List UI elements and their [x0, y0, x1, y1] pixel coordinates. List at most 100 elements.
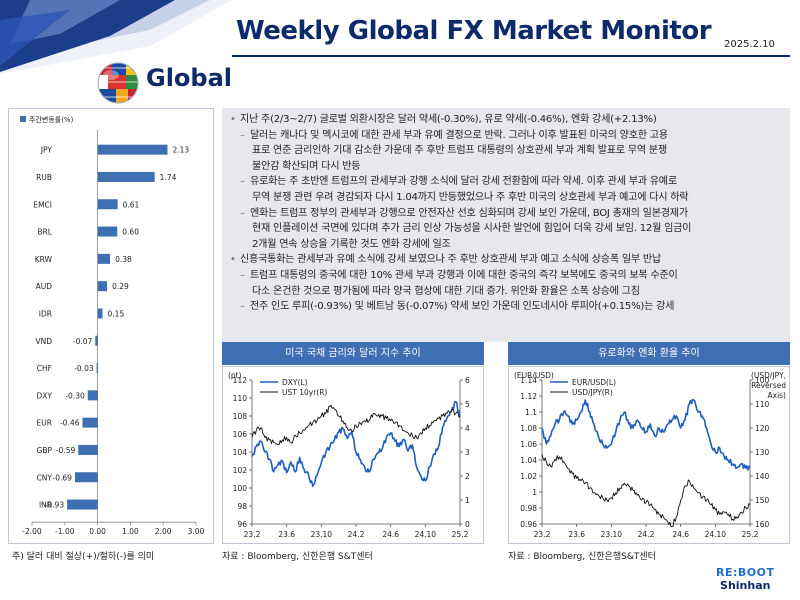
bar [95, 335, 98, 346]
commentary-text: 다소 온건한 것으로 평가됨에 따라 양국 협상에 대한 기대 증가. 위안화 … [252, 285, 640, 297]
commentary-text: 지난 주(2/3~2/7) 글로벌 외환시장은 달러 약세(-0.30%), 유… [240, 114, 657, 125]
commentary-line: – 트럼프 대통령의 중국에 대한 10% 관세 부과 강행과 이에 대한 중국의… [228, 268, 784, 284]
commentary-line: – 엔화는 트럼프 정부의 관세부과 강행으로 안전자산 선호 심화되며 강세 보… [228, 206, 784, 222]
commentary-text: 유로화는 주 초반엔 트럼프의 관세부과 강행 소식에 달러 강세 전환함에 따… [250, 176, 677, 188]
right-axis-unit-label: Reversed [751, 381, 786, 390]
category-label: JPY [40, 146, 53, 155]
x-tick-label: 24.10 [705, 530, 727, 539]
right-tick-label: 6 [465, 376, 470, 385]
commentary-text: 전주 인도 루피(-0.93%) 및 베트남 동(-0.07%) 약세 보인 가… [250, 301, 675, 313]
right-tick-label: 3 [465, 448, 470, 457]
right-tick-label: 4 [465, 424, 470, 433]
x-tick-label: 24.6 [672, 530, 689, 539]
left-tick-label: 1.12 [520, 392, 537, 401]
left-tick-label: 98 [237, 502, 247, 511]
bar [78, 444, 98, 455]
eur-jpy-chart-title: 유로화와 엔화 환율 추이 [508, 342, 790, 365]
right-tick-label: 120 [755, 424, 770, 433]
left-tick-label: 100 [233, 484, 248, 493]
eur-jpy-source: 자료 : Bloomberg, 신한은행S&T센터 [508, 552, 656, 562]
commentary-text: 무역 분쟁 관련 우려 경감되자 다시 1.04까지 반등했었으나 주 후반 미… [252, 191, 689, 203]
ust-dxy-source: 자료 : Bloomberg, 신한은행 S&T센터 [222, 552, 373, 562]
legend-label: 주간변동률(%) [29, 115, 74, 124]
page-title: Weekly Global FX Market Monitor [236, 16, 712, 46]
dash-marker: – [240, 269, 245, 281]
dash-marker: – [240, 176, 245, 188]
left-tick-label: 104 [233, 448, 248, 457]
report-date: 2025.2.10 [724, 39, 775, 50]
x-tick-label: 25.2 [742, 530, 759, 539]
commentary-line: 무역 분쟁 관련 우려 경감되자 다시 1.04까지 반등했었으나 주 후반 미… [228, 190, 784, 206]
bar [82, 417, 98, 428]
bar [96, 363, 98, 374]
left-tick-label: 1.14 [520, 376, 537, 385]
category-label: CHF [37, 364, 52, 373]
series-line-right [251, 404, 461, 446]
legend-swatch [20, 116, 26, 122]
x-tick-label: 23.10 [311, 530, 333, 539]
bar-value-label: -0.46 [60, 419, 80, 428]
x-tick-label: 0.00 [89, 527, 106, 536]
bullet-marker: • [230, 254, 236, 266]
bar [67, 499, 98, 510]
bar-value-label: 0.29 [112, 282, 129, 291]
commentary-line: • 신흥국통화는 관세부과 유예 소식에 강세 보였으나 주 후반 상호관세 부과… [228, 252, 784, 268]
commentary-text: 불안감 확산되며 다시 반등 [252, 160, 361, 172]
x-tick-label: 3.00 [188, 527, 205, 536]
category-label: VND [35, 337, 52, 346]
bar-value-label: 1.74 [160, 173, 177, 182]
commentary-line: – 달러는 캐나다 및 멕시코에 대한 관세 부과 유예 결정으로 반락. 그러나… [228, 128, 784, 144]
eur-jpy-line-chart: 0.96 0.98 1 1.02 1.04 1.06 1.08 1.1 1.12 1.14 100 1… [508, 366, 790, 544]
x-tick-label: 2.00 [155, 527, 172, 536]
commentary-line: – 전주 인도 루피(-0.93%) 및 베트남 동(-0.07%) 약세 보인 … [228, 299, 784, 315]
legend-label: USD/JPY(R) [572, 388, 613, 397]
category-label: INR [39, 501, 52, 510]
commentary-line: 다소 온건한 것으로 평가됨에 따라 양국 협상에 대한 기대 증가. 위안화 … [228, 284, 784, 300]
commentary-text: 신흥국통화는 관세부과 유예 소식에 강세 보였으나 주 후반 상호관세 부과 … [240, 254, 661, 266]
x-tick-label: -2.00 [22, 527, 42, 536]
commentary-line: 현재 인플레이션 국면에 있다며 추가 금리 인상 가능성을 시사한 발언에 힘… [228, 221, 784, 237]
left-tick-label: 1.1 [525, 408, 537, 417]
commentary-text: 표로 연준 금리인하 기대 감소한 가운데 주 후반 트럼프 대통령의 상호관세… [252, 145, 667, 157]
x-tick-label: 24.2 [348, 530, 365, 539]
category-label: BRL [37, 228, 52, 237]
chart-frame [222, 366, 484, 544]
legend-label: DXY(L) [282, 378, 308, 387]
commentary-line: 표로 연준 금리인하 기대 감소한 가운데 주 후반 트럼프 대통령의 상호관세… [228, 143, 784, 159]
left-axis-unit-label: (pt) [228, 371, 242, 380]
header-divider [232, 55, 790, 57]
dash-marker: – [240, 207, 245, 219]
bar-value-label: 0.60 [122, 228, 139, 237]
category-label: IDR [39, 309, 52, 318]
left-tick-label: 1.08 [520, 424, 537, 433]
bar-value-label: -0.69 [53, 473, 73, 482]
right-tick-label: 160 [755, 520, 770, 529]
bar [97, 144, 168, 155]
right-axis-unit-label: Axis) [768, 391, 787, 400]
x-tick-label: 24.2 [638, 530, 655, 539]
bar [97, 171, 155, 182]
left-tick-label: 106 [233, 430, 248, 439]
x-tick-label: 23.2 [534, 530, 551, 539]
bar [97, 281, 108, 292]
category-label: AUD [36, 282, 53, 291]
bar [97, 308, 103, 319]
dash-marker: – [240, 301, 245, 313]
x-tick-label: -1.00 [55, 527, 75, 536]
chart-frame [508, 366, 790, 544]
bar-value-label: -0.93 [45, 501, 65, 510]
legend-label: UST 10yr(R) [282, 388, 327, 397]
bar [97, 253, 111, 264]
left-tick-label: 102 [233, 466, 248, 475]
left-tick-label: 1.06 [520, 440, 537, 449]
right-tick-label: 0 [465, 520, 470, 529]
ust-dxy-line-chart: 96 98 100 102 104 106 108 110 112 0 1 2 3 4 5 6 23.2 23.6… [222, 366, 484, 544]
left-tick-label: 1 [532, 488, 537, 497]
left-tick-label: 110 [233, 394, 248, 403]
bar-value-label: 0.38 [115, 255, 132, 264]
globe-flags-icon [97, 62, 139, 104]
left-axis-unit-label: (EUR/USD) [514, 371, 554, 380]
ust-dxy-chart-title: 미국 국채 금리와 달러 지수 추이 [222, 342, 484, 365]
left-tick-label: 0.98 [520, 504, 537, 513]
market-commentary: • 지난 주(2/3~2/7) 글로벌 외환시장은 달러 약세(-0.30%), … [222, 108, 790, 342]
